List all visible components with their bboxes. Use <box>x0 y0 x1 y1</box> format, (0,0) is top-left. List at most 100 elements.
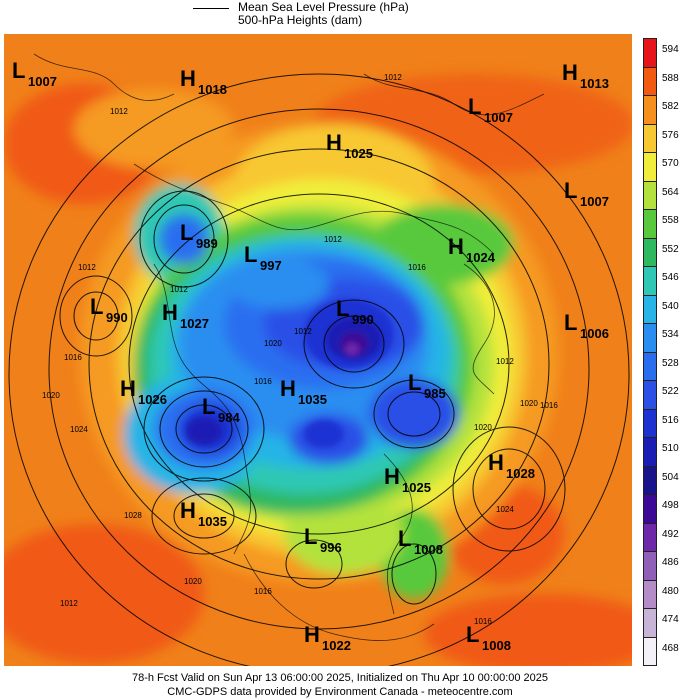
pressure-center-label: H 1035 <box>280 376 327 407</box>
isobar-line-sample <box>193 8 229 9</box>
isobar-label: 1016 <box>64 353 82 362</box>
isobar-label: 1016 <box>254 377 272 386</box>
svg-text:1035: 1035 <box>298 392 327 407</box>
colorbar-swatch <box>643 579 657 609</box>
pressure-center-label: H 1027 <box>162 300 209 331</box>
isobar-label: 1020 <box>42 391 60 400</box>
colorbar-label: 564 <box>662 186 679 198</box>
colorbar-swatch <box>643 408 657 438</box>
pressure-center-label: H 1026 <box>120 376 167 407</box>
svg-text:L: L <box>90 294 103 319</box>
colorbar-label: 510 <box>662 443 679 454</box>
svg-text:H: H <box>120 376 136 401</box>
forecast-map: L 1007 H 1018 H 1013 L 1007 H 1025 L 100… <box>4 34 632 666</box>
pressure-center-label: L 1008 <box>398 526 443 557</box>
isobar-label: 1016 <box>254 587 272 596</box>
svg-text:L: L <box>468 94 481 119</box>
colorbar-swatch <box>643 351 657 381</box>
svg-text:H: H <box>384 464 400 489</box>
isobar-label: 1016 <box>540 401 558 410</box>
colorbar-swatch <box>643 608 657 638</box>
isobar-label: 1012 <box>170 285 188 294</box>
data-credit-text: CMC-GDPS data provided by Environment Ca… <box>167 686 513 698</box>
pressure-center-label: L 985 <box>408 370 446 401</box>
svg-text:1025: 1025 <box>402 480 431 495</box>
svg-text:989: 989 <box>196 236 218 251</box>
svg-text:H: H <box>448 234 464 259</box>
height-colorbar <box>643 38 657 666</box>
svg-text:1013: 1013 <box>580 76 609 91</box>
colorbar-label: 474 <box>662 614 679 625</box>
colorbar-swatch <box>643 636 657 666</box>
pressure-center-label: L 1007 <box>12 58 57 89</box>
svg-text:1022: 1022 <box>322 638 351 653</box>
colorbar-swatch <box>643 294 657 324</box>
isobar-label: 1012 <box>78 263 96 272</box>
isobar-label: 1028 <box>124 511 142 520</box>
colorbar-swatch <box>643 323 657 353</box>
svg-text:1007: 1007 <box>580 194 609 209</box>
isobar-label: 1016 <box>474 617 492 626</box>
colorbar-label: 588 <box>662 72 679 84</box>
svg-text:H: H <box>180 66 196 91</box>
svg-text:H: H <box>162 300 178 325</box>
colorbar-swatch <box>643 551 657 581</box>
svg-text:L: L <box>12 58 25 83</box>
colorbar-swatch <box>643 95 657 125</box>
colorbar-label: 528 <box>662 357 679 369</box>
svg-text:1007: 1007 <box>484 110 513 125</box>
isobar-label: 1012 <box>110 107 128 116</box>
svg-text:L: L <box>180 220 193 245</box>
colorbar-swatch <box>643 237 657 267</box>
svg-text:L: L <box>408 370 421 395</box>
svg-text:1026: 1026 <box>138 392 167 407</box>
svg-text:1007: 1007 <box>28 74 57 89</box>
pressure-center-label: H 1013 <box>562 60 609 91</box>
svg-text:H: H <box>562 60 578 85</box>
colorbar-swatch <box>643 437 657 467</box>
pressure-center-label: L 1007 <box>468 94 513 125</box>
svg-text:985: 985 <box>424 386 446 401</box>
colorbar-swatch <box>643 380 657 410</box>
colorbar-label: 498 <box>662 500 679 511</box>
svg-text:1025: 1025 <box>344 146 373 161</box>
svg-text:1008: 1008 <box>482 638 511 653</box>
svg-text:1018: 1018 <box>198 82 227 97</box>
colorbar-swatch <box>643 66 657 96</box>
pressure-center-label: H 1025 <box>326 130 373 161</box>
svg-text:L: L <box>564 178 577 203</box>
svg-text:997: 997 <box>260 258 282 273</box>
colorbar-label: 552 <box>662 243 679 255</box>
svg-text:1028: 1028 <box>506 466 535 481</box>
map-legend: Mean Sea Level Pressure (hPa) 500-hPa He… <box>190 0 490 32</box>
isobar-label: 1012 <box>324 235 342 244</box>
pressure-center-label: L 1007 <box>564 178 609 209</box>
colorbar-label: 558 <box>662 215 679 226</box>
svg-text:984: 984 <box>218 410 240 425</box>
pressure-center-label: H 1035 <box>180 498 227 529</box>
isobar-label: 1012 <box>294 327 312 336</box>
colorbar-swatch <box>643 180 657 210</box>
pressure-center-label: H 1022 <box>304 622 351 653</box>
colorbar-label: 576 <box>662 129 679 141</box>
pressure-center-label: L 984 <box>202 394 240 425</box>
colorbar-swatch <box>643 494 657 524</box>
colorbar-label: 582 <box>662 101 679 112</box>
svg-text:H: H <box>488 450 504 475</box>
pressure-center-label: H 1028 <box>488 450 535 481</box>
pressure-center-label: L 1006 <box>564 310 609 341</box>
svg-text:L: L <box>336 296 349 321</box>
colorbar-swatch <box>643 152 657 182</box>
svg-text:990: 990 <box>106 310 128 325</box>
pressure-center-label: L 996 <box>304 524 342 555</box>
colorbar-label: 534 <box>662 329 679 340</box>
isobar-label: 1016 <box>408 263 426 272</box>
svg-text:L: L <box>466 622 479 647</box>
colorbar-swatch <box>643 522 657 552</box>
isobar-label: 1012 <box>384 73 402 82</box>
legend-line-1: Mean Sea Level Pressure (hPa) <box>238 0 409 14</box>
svg-text:H: H <box>326 130 342 155</box>
isobar-label: 1024 <box>70 425 88 434</box>
svg-text:L: L <box>304 524 317 549</box>
pressure-center-label: H 1025 <box>384 464 431 495</box>
